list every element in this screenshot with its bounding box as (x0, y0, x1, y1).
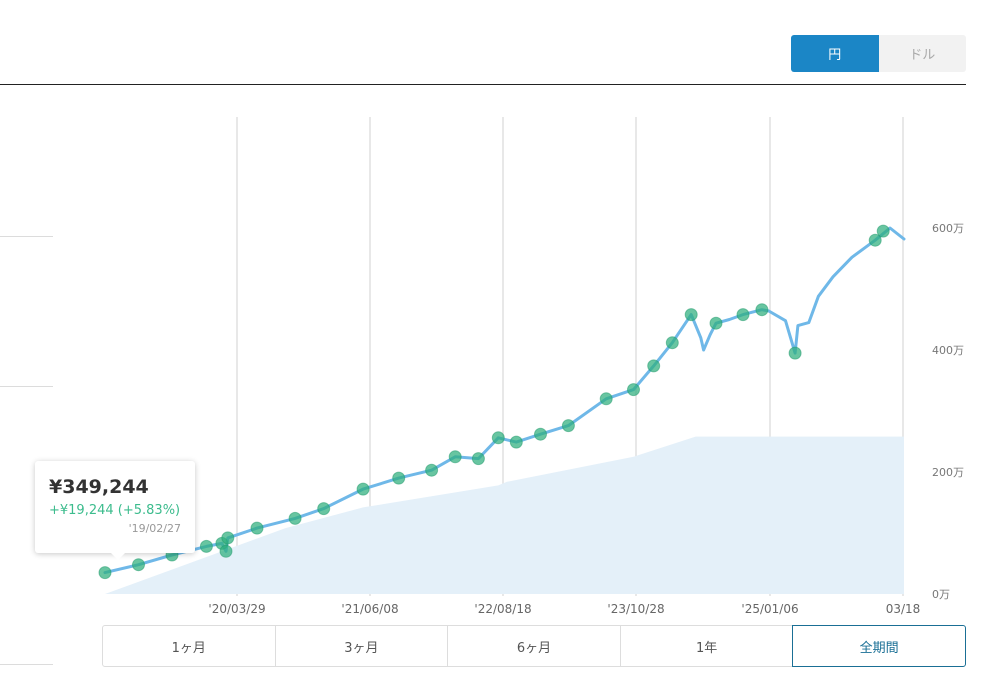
x-tick-label: '25/01/06 (741, 602, 798, 616)
period-tabs: 1ヶ月 3ヶ月 6ヶ月 1年 全期間 (102, 625, 966, 667)
currency-dollar-button[interactable]: ドル (878, 35, 966, 72)
side-divider (0, 664, 53, 665)
y-tick-label: 200万 (932, 466, 964, 479)
transaction-marker (471, 452, 485, 466)
transaction-marker (876, 224, 890, 238)
transaction-marker (199, 539, 213, 553)
transaction-marker (868, 233, 882, 247)
transaction-marker (288, 511, 302, 525)
currency-toggle: 円 ドル (791, 35, 966, 72)
transaction-marker (534, 427, 547, 441)
asset-chart: '20/03/29 '21/06/08 '22/08/18 '23/10/28 '25/… (98, 117, 964, 616)
x-tick-label: '22/08/18 (474, 602, 531, 616)
transaction-marker (647, 359, 661, 373)
transaction-marker (509, 435, 523, 449)
transaction-marker (627, 383, 640, 397)
transaction-marker (755, 303, 769, 317)
transaction-marker (736, 308, 750, 322)
x-tick-label: '20/03/29 (208, 602, 265, 616)
y-tick-label: 400万 (932, 344, 964, 357)
transaction-marker (392, 471, 406, 485)
transaction-marker (684, 308, 698, 322)
transaction-marker (709, 316, 723, 330)
transaction-marker (788, 346, 802, 360)
transaction-marker (221, 531, 235, 545)
transaction-marker (491, 431, 505, 445)
period-tab-all[interactable]: 全期間 (792, 625, 966, 667)
transaction-marker (219, 544, 233, 558)
y-tick-label: 600万 (932, 222, 964, 235)
tooltip-change: +¥19,244 (+5.83%) (49, 503, 181, 518)
transaction-marker (448, 450, 462, 464)
transaction-marker (98, 566, 112, 580)
x-tick-label: 03/18 (886, 602, 921, 616)
transaction-marker (665, 336, 679, 350)
currency-yen-button[interactable]: 円 (791, 35, 879, 72)
y-tick-label: 0万 (932, 588, 950, 601)
tooltip-date: '19/02/27 (128, 522, 181, 535)
transaction-marker (317, 502, 331, 516)
tooltip-value: ¥349,244 (49, 476, 149, 498)
transaction-marker (132, 558, 145, 572)
principal-area (105, 436, 904, 594)
value-tooltip: ¥349,244 +¥19,244 (+5.83%) '19/02/27 (35, 461, 195, 560)
period-tab-1y[interactable]: 1年 (619, 625, 794, 667)
period-tab-1m[interactable]: 1ヶ月 (102, 625, 276, 667)
side-divider (0, 386, 53, 387)
period-tab-6m[interactable]: 6ヶ月 (447, 625, 621, 667)
transaction-marker (250, 521, 264, 535)
x-tick-label: '23/10/28 (607, 602, 664, 616)
transaction-marker (561, 419, 575, 433)
x-tick-label: '21/06/08 (341, 602, 398, 616)
transaction-marker (425, 463, 439, 477)
header-divider (0, 84, 966, 85)
period-tab-3m[interactable]: 3ヶ月 (274, 625, 449, 667)
transaction-marker (599, 392, 613, 406)
side-divider (0, 236, 53, 237)
transaction-marker (356, 482, 370, 496)
